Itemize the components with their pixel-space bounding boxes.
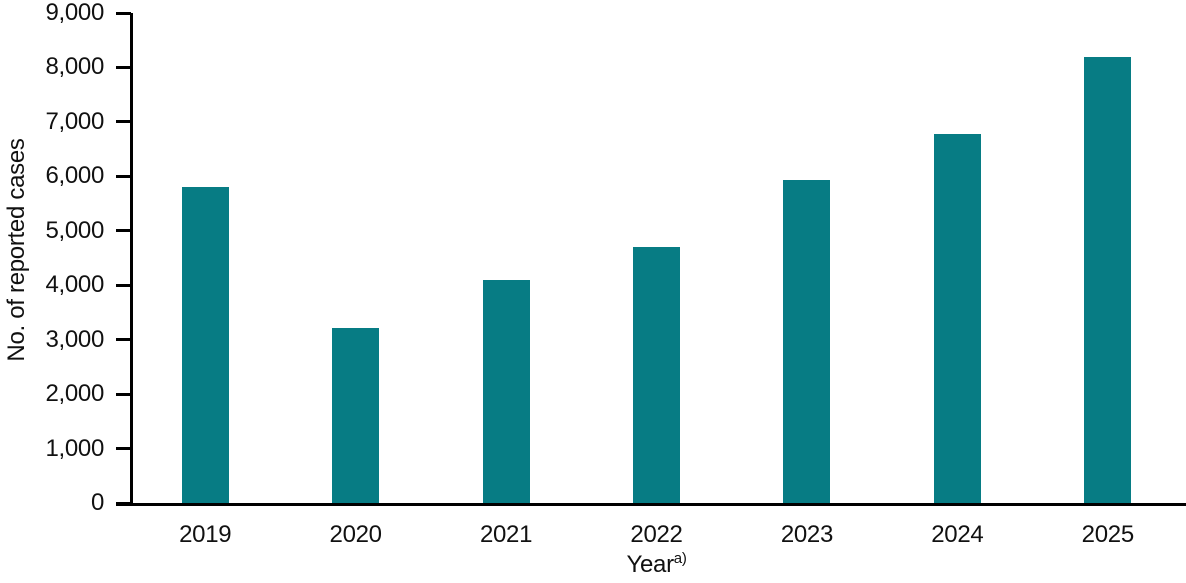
y-tick-mark <box>116 338 131 342</box>
y-tick-mark <box>116 11 131 15</box>
y-axis-title: No. of reported cases <box>3 138 30 362</box>
y-tick-label: 1,000 <box>45 434 104 462</box>
y-tick-mark <box>116 392 131 396</box>
x-tick-label-2023: 2023 <box>780 521 834 548</box>
y-tick-mark <box>116 174 131 178</box>
x-axis-title-text: Year <box>626 551 674 578</box>
y-tick-label: 3,000 <box>45 325 104 353</box>
bar-2022 <box>633 247 680 503</box>
y-tick-mark <box>116 501 131 505</box>
x-tick-label-2020: 2020 <box>329 521 383 548</box>
x-tick-label-2022: 2022 <box>630 521 683 548</box>
y-axis-line <box>130 13 133 503</box>
y-tick-label: 2,000 <box>45 380 104 408</box>
y-tick-mark <box>116 65 131 69</box>
y-tick-label: 6,000 <box>45 162 104 190</box>
bar-2024 <box>933 133 981 503</box>
x-axis-line <box>116 503 1186 506</box>
x-tick-label-2024: 2024 <box>931 521 984 548</box>
x-tick-label-2019: 2019 <box>179 521 232 548</box>
x-axis-title-superscript: a) <box>673 550 687 567</box>
x-tick-label-2021: 2021 <box>479 521 533 548</box>
y-tick-label: 9,000 <box>45 0 104 26</box>
bar-2020 <box>332 327 380 503</box>
x-tick-label-2025: 2025 <box>1081 521 1135 548</box>
plot-area: 0 1,000 2,000 3,000 4,000 5,000 6,000 7,000 8,00… <box>45 0 1186 578</box>
bar-2021 <box>482 279 530 503</box>
x-axis-title: Yeara) <box>626 550 687 578</box>
y-tick-label: 8,000 <box>45 53 104 81</box>
bar-2023 <box>783 180 831 503</box>
y-tick-label: 0 <box>90 489 104 516</box>
y-tick-label: 7,000 <box>45 107 104 135</box>
y-tick-label: 5,000 <box>45 216 104 244</box>
bar-2019 <box>181 187 229 503</box>
y-tick-mark <box>116 283 131 287</box>
y-tick-mark <box>116 229 131 233</box>
y-tick-mark <box>116 120 131 124</box>
y-tick-mark <box>116 447 131 451</box>
bar-2025 <box>1084 56 1132 503</box>
y-tick-label: 4,000 <box>45 271 104 299</box>
